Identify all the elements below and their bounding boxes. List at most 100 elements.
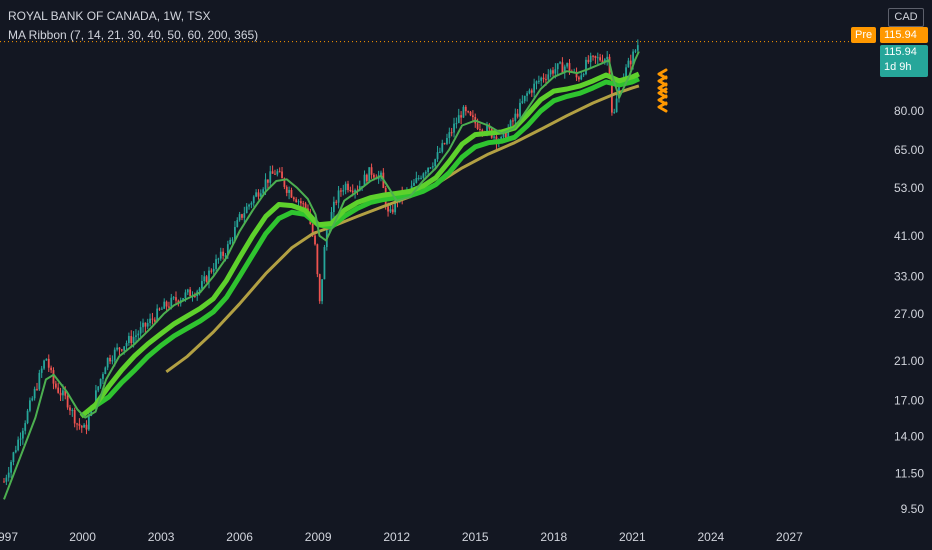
currency-button[interactable]: CAD xyxy=(888,8,924,27)
candle-body xyxy=(460,115,463,118)
candle-body xyxy=(172,297,175,299)
candle-body xyxy=(521,101,524,103)
candle-body xyxy=(330,212,333,228)
candle-body xyxy=(502,132,505,137)
price-tick-label: 65.00 xyxy=(894,143,924,157)
candle-body xyxy=(523,95,526,102)
candle-body xyxy=(269,171,272,183)
candle-body xyxy=(387,206,389,212)
candle-body xyxy=(283,178,286,187)
price-tick-label: 80.00 xyxy=(894,104,924,118)
candle-body xyxy=(627,60,630,68)
candle-body xyxy=(87,415,90,430)
candle-body xyxy=(14,450,17,453)
candle-body xyxy=(636,45,639,51)
candle-body xyxy=(120,349,123,351)
candle-body xyxy=(365,174,368,182)
candle-body xyxy=(38,372,41,390)
bar-countdown: 1d 9h xyxy=(884,61,912,73)
premarket-label: Pre xyxy=(851,27,877,43)
candle-body xyxy=(599,57,602,61)
candle-body xyxy=(137,333,140,336)
candle-body xyxy=(24,423,27,431)
candle-body xyxy=(69,407,71,411)
candle-body xyxy=(589,55,592,63)
indicator-legend[interactable]: MA Ribbon (7, 14, 21, 30, 40, 50, 60, 20… xyxy=(8,28,259,42)
candle-body xyxy=(464,106,467,112)
price-tick-label: 17.00 xyxy=(894,393,924,407)
candle-body xyxy=(342,190,345,192)
candle-body xyxy=(76,423,78,425)
time-tick-label: 2021 xyxy=(619,530,646,544)
candle-body xyxy=(479,128,481,130)
candle-body xyxy=(7,472,10,478)
candle-body xyxy=(130,336,133,343)
candle-body xyxy=(455,123,458,125)
candle-body xyxy=(243,213,246,218)
candle-body xyxy=(94,390,97,407)
candle-body xyxy=(3,481,5,483)
candle-body xyxy=(175,297,177,301)
candle-body xyxy=(156,308,159,322)
candle-body xyxy=(596,57,599,59)
candle-body xyxy=(554,69,557,74)
candle-body xyxy=(99,378,102,387)
candle-body xyxy=(292,197,295,200)
candle-body xyxy=(186,289,189,293)
candle-body xyxy=(123,346,126,351)
candle-body xyxy=(603,59,606,63)
candle-body xyxy=(262,189,265,194)
candle-body xyxy=(160,308,163,310)
candle-body xyxy=(215,259,217,269)
left-arrow-icon xyxy=(657,101,668,113)
candle-body xyxy=(165,301,168,307)
candle-body xyxy=(559,62,561,64)
candle-body xyxy=(210,270,213,272)
candle-body xyxy=(36,388,38,390)
candle-body xyxy=(257,192,260,197)
candle-body xyxy=(335,201,338,203)
candle-body xyxy=(45,358,48,361)
candle-body xyxy=(234,227,236,240)
candle-body xyxy=(429,167,432,169)
candle-body xyxy=(450,132,453,134)
candle-body xyxy=(266,179,269,183)
candle-body xyxy=(21,430,24,439)
candle-body xyxy=(116,347,118,350)
candle-body xyxy=(457,115,460,124)
candle-body xyxy=(31,398,34,401)
candle-body xyxy=(106,357,109,368)
candle-body xyxy=(380,172,382,176)
candle-body xyxy=(203,276,206,282)
candle-body xyxy=(241,214,243,218)
candle-body xyxy=(347,183,349,191)
ma-7-line xyxy=(3,51,640,500)
ma-ribbon xyxy=(3,51,640,500)
candle-body xyxy=(533,83,536,93)
candle-body xyxy=(125,342,128,347)
candle-body xyxy=(481,129,484,133)
candle-body xyxy=(193,295,196,297)
candle-body xyxy=(198,288,201,292)
arrow-markers xyxy=(657,68,668,113)
candle-body xyxy=(276,171,279,175)
candle-body xyxy=(47,358,50,368)
time-axis[interactable]: 997 2000 2003 2006 2009 2012 2015 2018 2021 2024 2… xyxy=(0,530,803,544)
candle-body xyxy=(516,113,519,117)
candle-body xyxy=(170,297,173,307)
candle-body xyxy=(537,80,540,82)
time-tick-label: 2015 xyxy=(462,530,489,544)
candle-body xyxy=(59,392,62,396)
candle-body xyxy=(507,128,510,139)
candle-body xyxy=(255,192,258,197)
candle-body xyxy=(236,220,239,228)
candle-body xyxy=(17,439,20,451)
candle-body xyxy=(168,306,170,308)
candle-body xyxy=(238,214,241,221)
candle-body xyxy=(519,102,521,117)
chart-title: ROYAL BANK OF CANADA, 1W, TSX xyxy=(8,9,211,23)
candle-body xyxy=(259,193,262,197)
ma-40-line xyxy=(79,71,640,419)
candle-body xyxy=(420,177,422,179)
